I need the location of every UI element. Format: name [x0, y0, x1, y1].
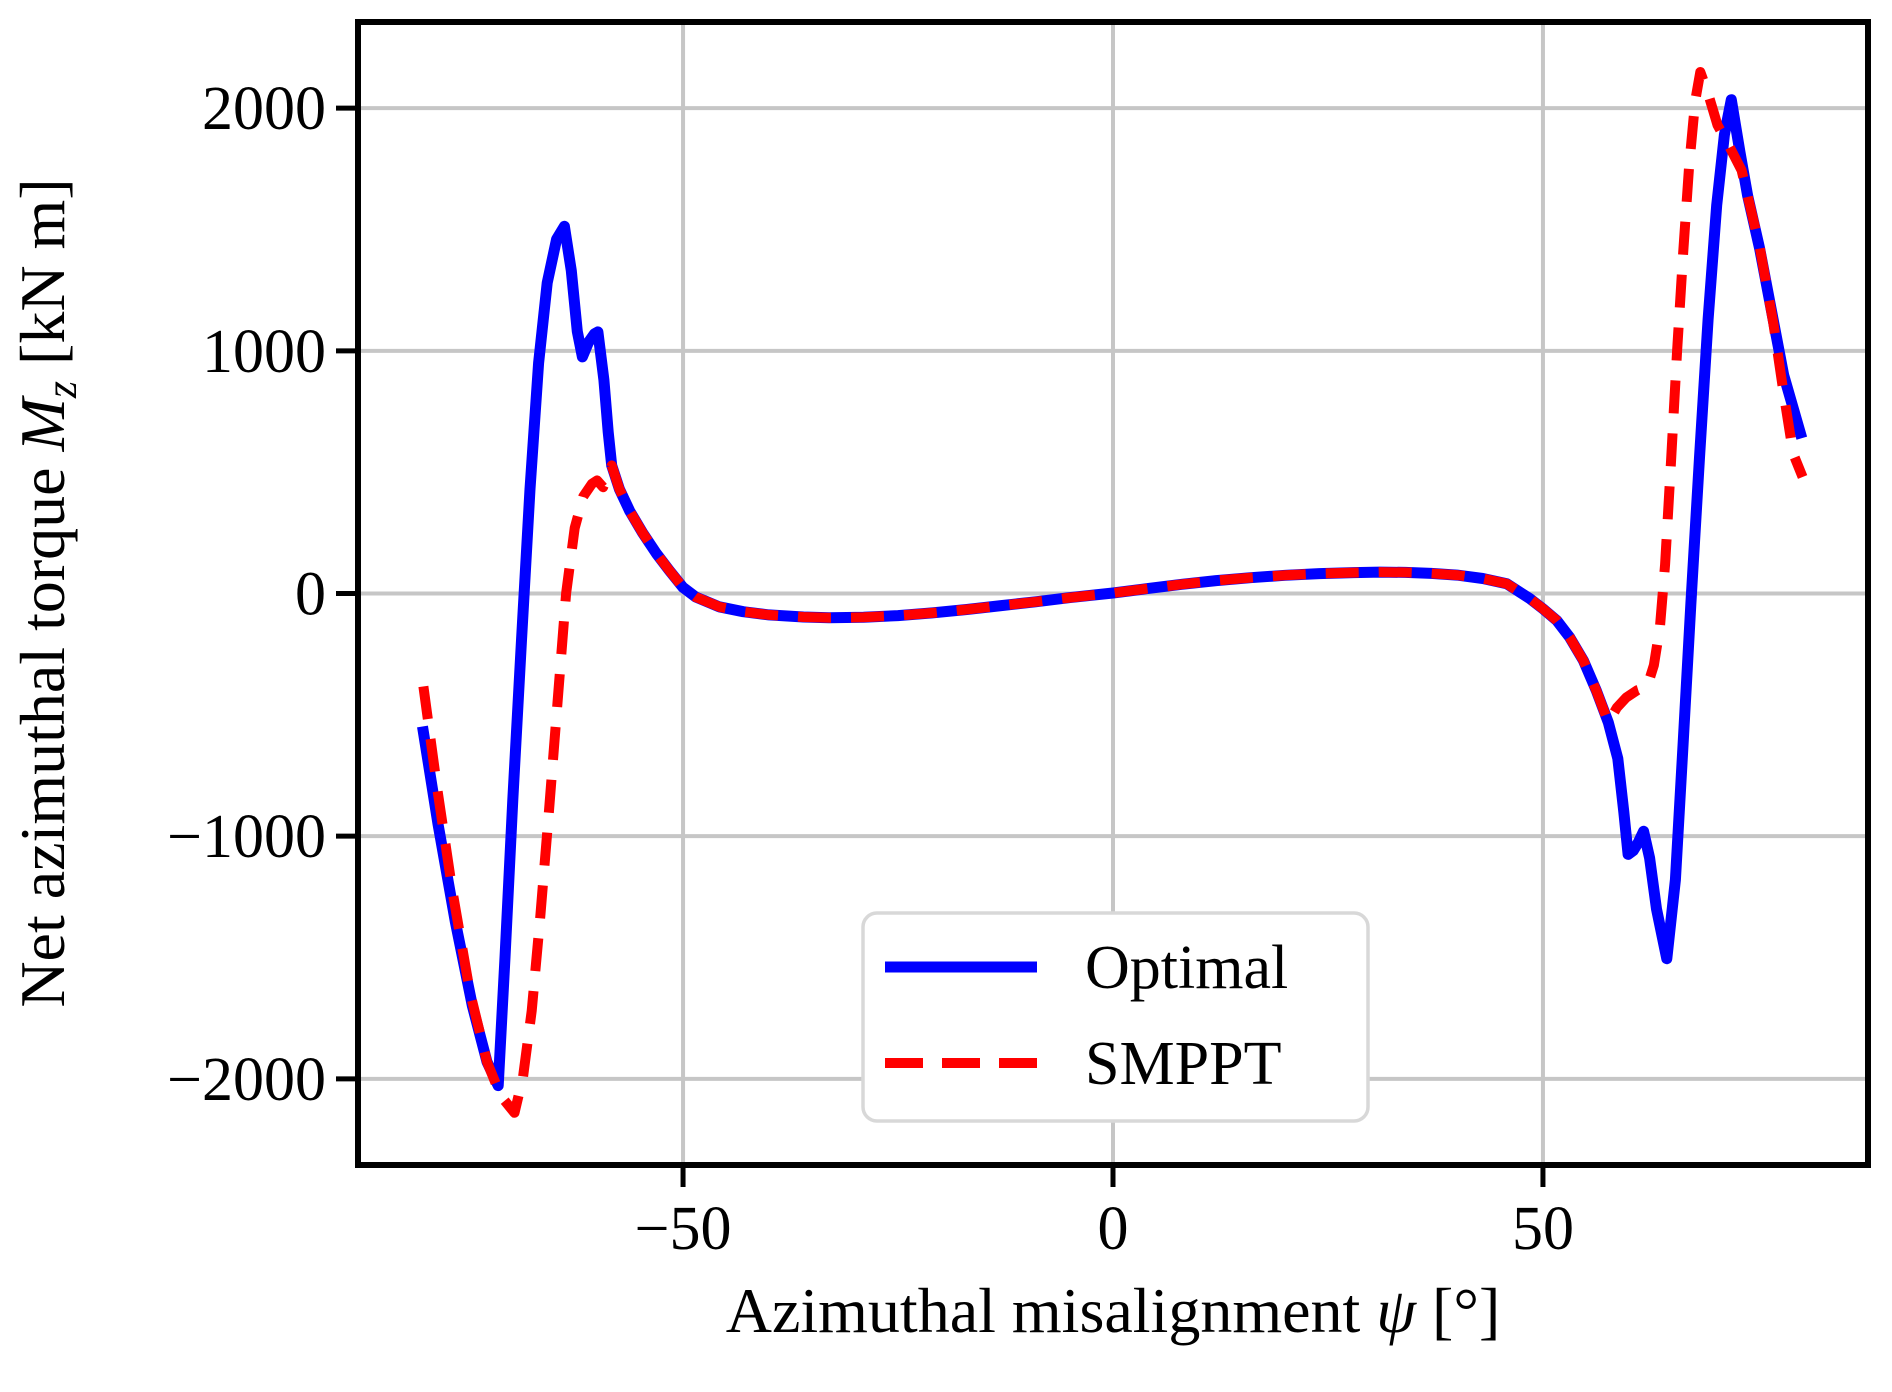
y-tick-label: −2000	[167, 1046, 326, 1114]
mz-subscript: z	[37, 381, 86, 399]
x-tick-label: −50	[635, 1195, 732, 1263]
mz-symbol: M	[7, 394, 78, 452]
y-tick-label: 0	[295, 561, 326, 629]
y-tick-label: −1000	[167, 803, 326, 871]
x-axis-label: Azimuthal misalignment ψ [°]	[726, 1275, 1501, 1346]
y-axis-label-text: Net azimuthal torque	[7, 451, 78, 1007]
x-tick-label: 50	[1512, 1195, 1574, 1263]
smppt-curve	[418, 67, 1808, 1118]
x-axis-unit: [°]	[1416, 1275, 1500, 1346]
psi-symbol: ψ	[1376, 1275, 1417, 1346]
legend-label-smppt: SMPPT	[1085, 1030, 1281, 1098]
ticks-layer: −50 0 50 2000 1000 0 −1000 −2000	[167, 75, 1574, 1263]
y-axis-unit: [kN m]	[7, 178, 78, 381]
x-tick-label: 0	[1098, 1195, 1129, 1263]
curves-layer	[417, 67, 1808, 1118]
legend: Optimal SMPPT	[861, 911, 1370, 1123]
y-tick-label: 1000	[202, 318, 326, 386]
y-tick-label: 2000	[202, 75, 326, 143]
legend-label-optimal: Optimal	[1085, 934, 1288, 1002]
y-axis-label: Net azimuthal torque Mz [kN m]	[7, 178, 86, 1007]
x-axis-label-text: Azimuthal misalignment	[726, 1275, 1377, 1346]
